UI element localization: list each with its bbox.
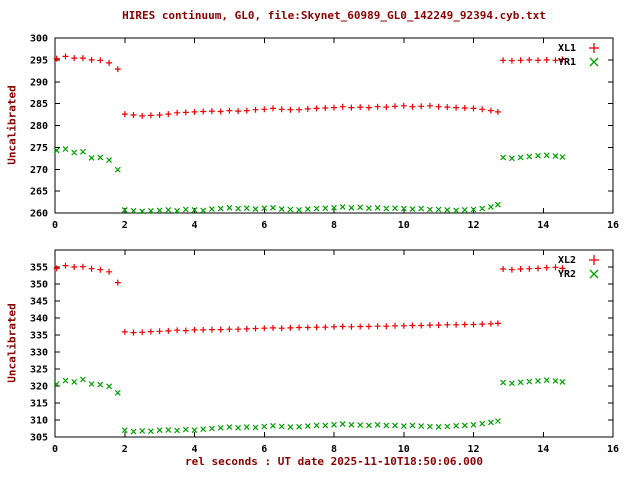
svg-text:8: 8	[331, 444, 337, 455]
legend-bottom-plot: XL2 YR2	[558, 253, 600, 281]
svg-text:10: 10	[398, 444, 410, 455]
svg-text:12: 12	[467, 220, 479, 231]
svg-text:340: 340	[30, 314, 48, 325]
svg-text:8: 8	[331, 220, 337, 231]
svg-text:2: 2	[122, 220, 128, 231]
plus-marker-icon	[589, 255, 599, 265]
svg-text:335: 335	[30, 331, 48, 342]
legend-entry-yr1: YR1	[558, 55, 600, 69]
svg-text:280: 280	[30, 121, 48, 132]
svg-text:6: 6	[261, 220, 267, 231]
svg-text:320: 320	[30, 382, 48, 393]
legend-label-xl2: XL2	[557, 254, 576, 266]
svg-text:305: 305	[30, 433, 48, 444]
svg-text:4: 4	[191, 220, 197, 231]
svg-text:4: 4	[191, 444, 197, 455]
legend-label-xl1: XL1	[557, 42, 576, 54]
svg-text:12: 12	[467, 444, 479, 455]
svg-text:300: 300	[30, 34, 48, 45]
svg-text:325: 325	[30, 365, 48, 376]
svg-text:260: 260	[30, 209, 48, 220]
svg-text:350: 350	[30, 280, 48, 291]
svg-text:16: 16	[607, 220, 619, 231]
svg-text:345: 345	[30, 297, 48, 308]
svg-text:355: 355	[30, 263, 48, 274]
svg-text:290: 290	[30, 77, 48, 88]
plus-marker-icon	[589, 43, 599, 53]
legend-entry-xl1: XL1	[558, 41, 600, 55]
x-axis-label: rel seconds : UT date 2025-11-10T18:50:0…	[184, 455, 483, 468]
svg-text:275: 275	[30, 143, 48, 154]
cross-marker-icon	[589, 269, 599, 279]
svg-text:0: 0	[52, 220, 58, 231]
legend-top-plot: XL1 YR1	[558, 41, 600, 69]
svg-text:265: 265	[30, 187, 48, 198]
svg-text:10: 10	[398, 220, 410, 231]
legend-label-yr1: YR1	[557, 56, 576, 68]
svg-text:6: 6	[261, 444, 267, 455]
svg-text:0: 0	[52, 444, 58, 455]
page-title: HIRES continuum, GL0, file:Skynet_60989_…	[122, 9, 546, 22]
svg-text:310: 310	[30, 416, 48, 427]
y-axis-label-bottom: Uncalibrated	[5, 303, 19, 383]
legend-entry-yr2: YR2	[558, 267, 600, 281]
cross-marker-icon	[589, 57, 599, 67]
svg-text:330: 330	[30, 348, 48, 359]
y-axis-label-top: Uncalibrated	[5, 85, 19, 165]
svg-text:315: 315	[30, 399, 48, 410]
legend-label-yr2: YR2	[557, 268, 576, 280]
svg-text:270: 270	[30, 165, 48, 176]
svg-text:16: 16	[607, 444, 619, 455]
legend-entry-xl2: XL2	[558, 253, 600, 267]
svg-text:285: 285	[30, 99, 48, 110]
svg-text:295: 295	[30, 55, 48, 66]
svg-text:2: 2	[122, 444, 128, 455]
svg-text:14: 14	[537, 220, 549, 231]
svg-text:14: 14	[537, 444, 549, 455]
